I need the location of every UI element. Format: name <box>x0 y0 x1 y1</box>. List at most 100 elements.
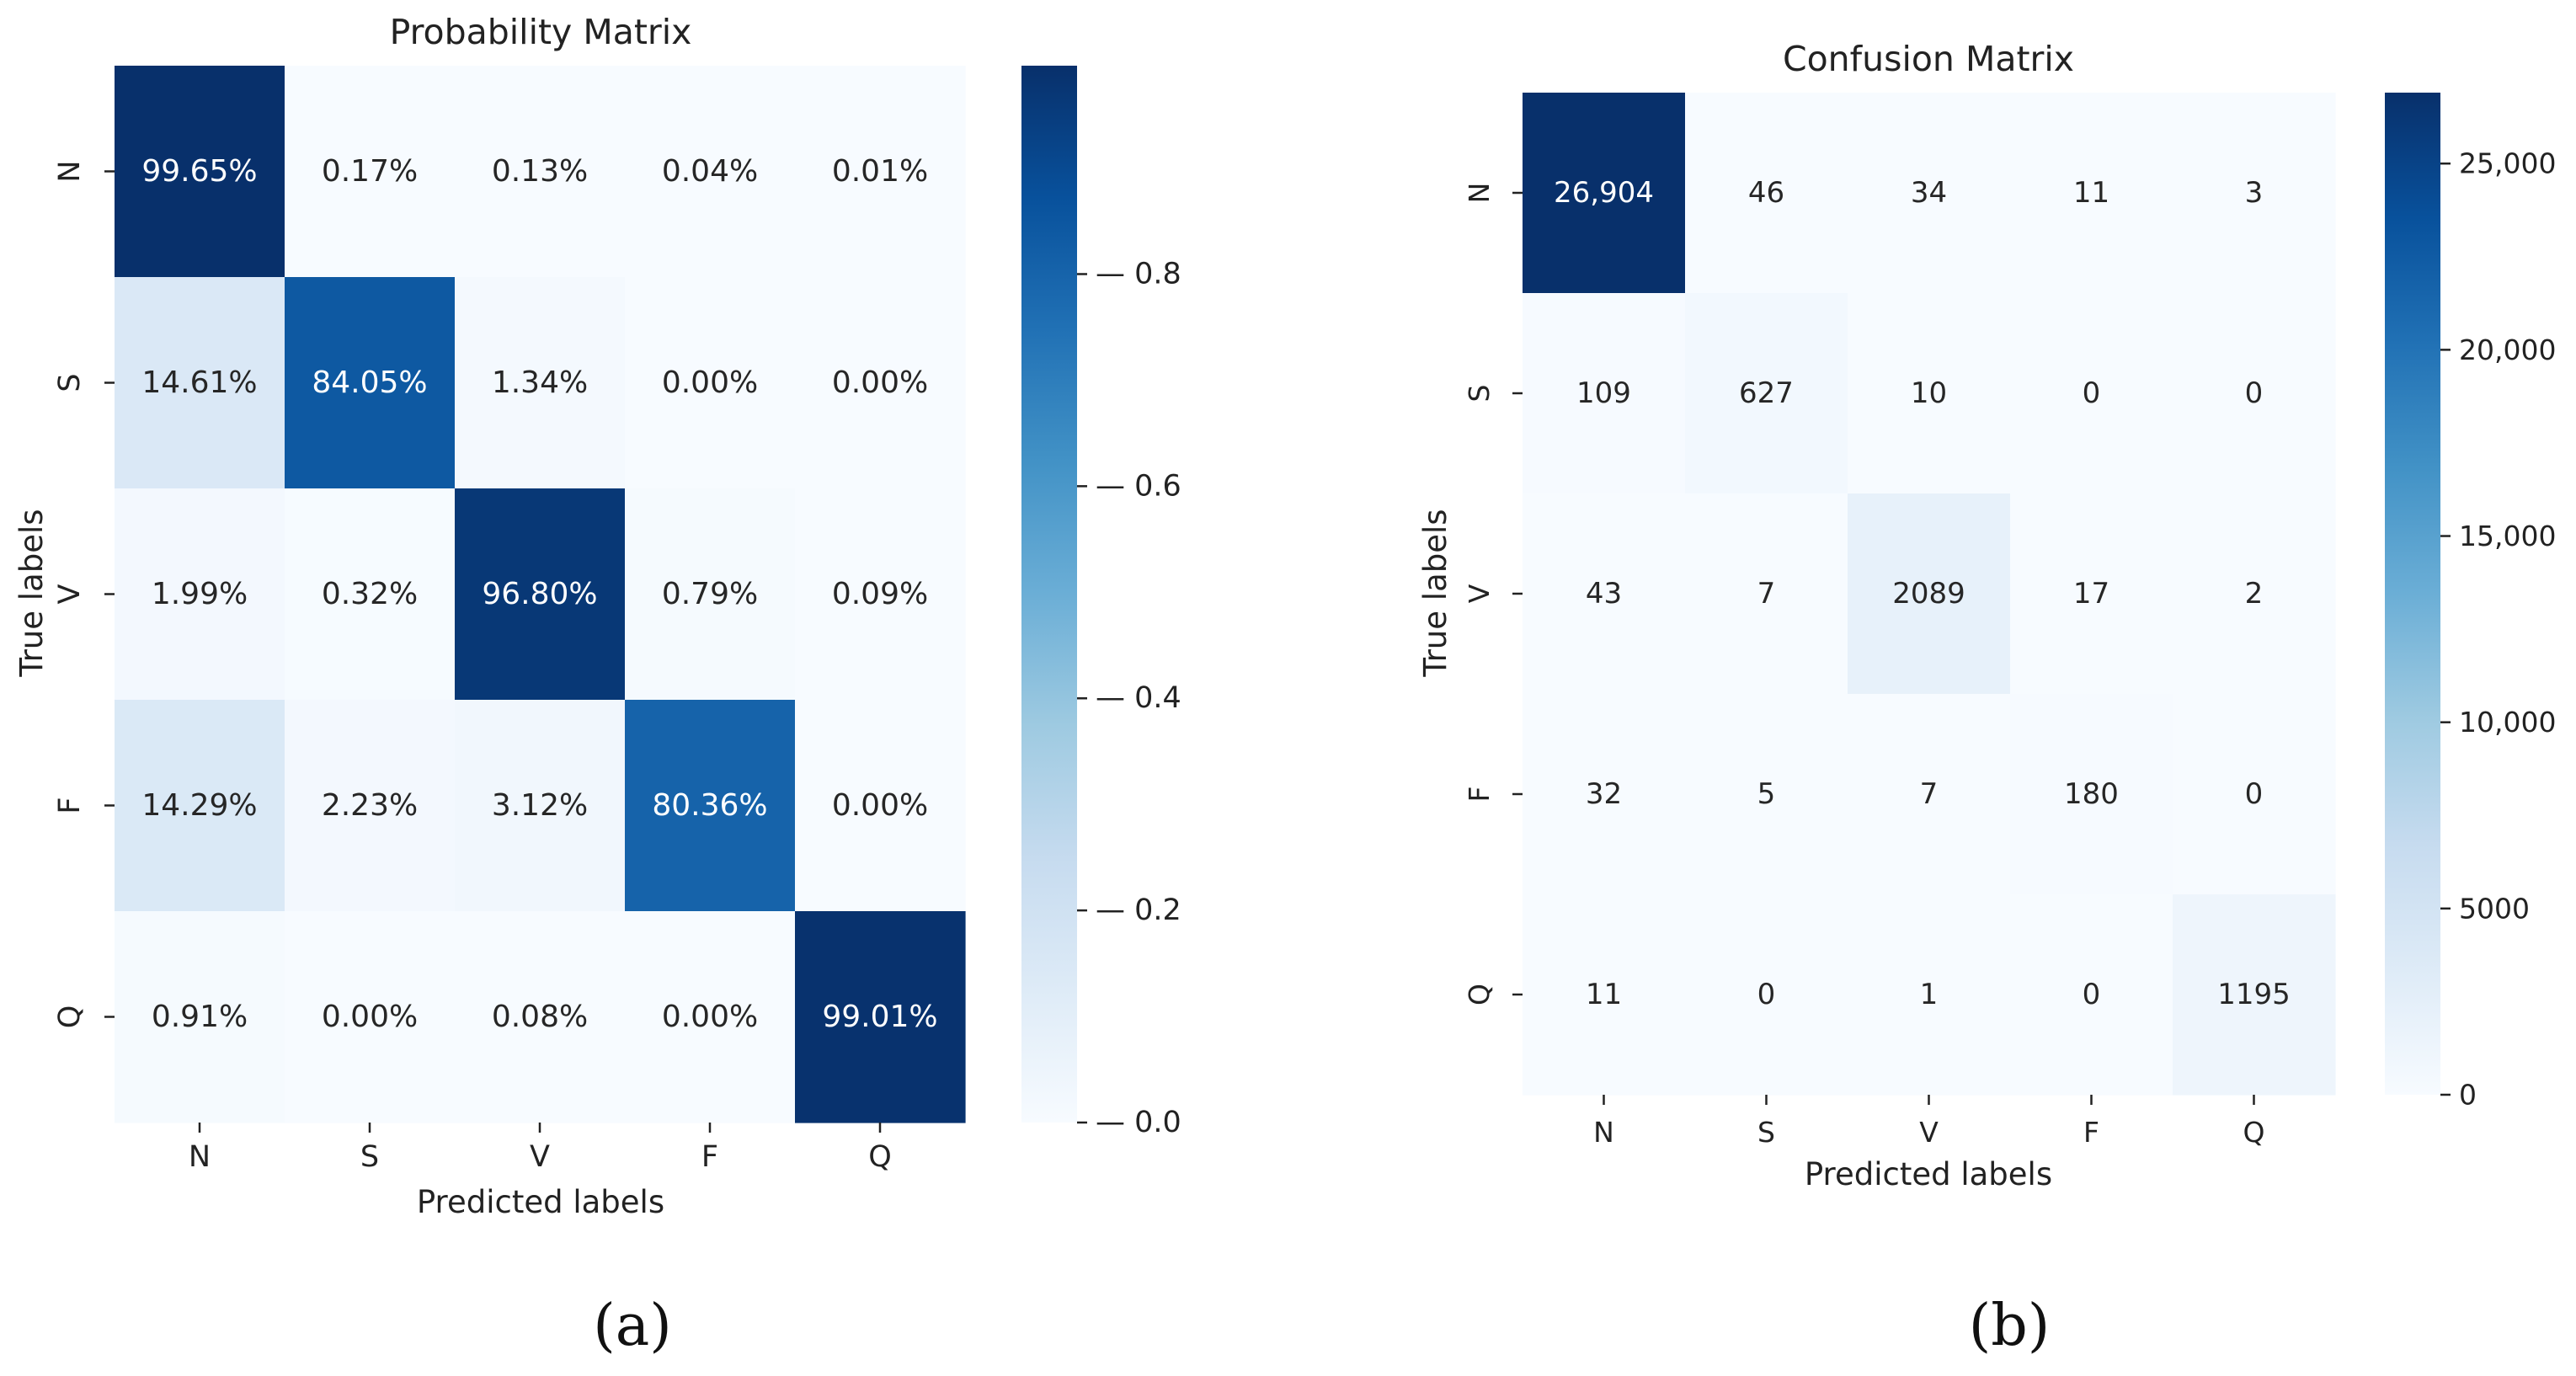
conf-cell-S-Q <box>2173 293 2336 494</box>
probability-matrix-ylabel: True labels <box>13 509 50 677</box>
prob-ytick-label: S <box>53 373 87 392</box>
confusion-matrix-heatmap <box>1523 93 2336 1096</box>
prob-cell-F-S <box>285 700 456 912</box>
prob-cell-S-N <box>115 277 285 489</box>
prob-ytick-label: V <box>53 584 87 604</box>
conf-cell-label: 26,904 <box>1554 176 1654 210</box>
conf-cell-label: 0 <box>2083 978 2101 1011</box>
conf-cell-V-F <box>2010 493 2173 695</box>
prob-cell-Q-V <box>455 911 626 1123</box>
conf-cell-N-F <box>2010 93 2173 294</box>
prob-cell-label: 0.00% <box>832 365 928 400</box>
conf-cell-Q-N <box>1523 894 1686 1096</box>
probability-matrix-xlabel: Predicted labels <box>417 1184 664 1220</box>
conf-cell-N-S <box>1685 93 1848 294</box>
conf-colorbar-tick-label: 25,000 <box>2459 147 2556 180</box>
conf-cell-label: 34 <box>1911 176 1947 210</box>
conf-cell-N-Q <box>2173 93 2336 294</box>
conf-cell-label: 32 <box>1586 777 1622 811</box>
confusion-matrix-colorbar <box>2385 93 2440 1095</box>
conf-cell-label: 17 <box>2073 577 2109 611</box>
prob-xtick-label: F <box>701 1140 718 1174</box>
prob-cell-label: 0.08% <box>492 1000 588 1034</box>
prob-cell-label: 0.32% <box>322 577 418 611</box>
conf-xtick-label: N <box>1593 1116 1614 1149</box>
probability-matrix-colorbar <box>1021 66 1077 1123</box>
prob-ytick-label: N <box>53 160 87 182</box>
prob-xtick-label: N <box>189 1140 211 1174</box>
probability-matrix-tick-labels: N S V F Q N S V F Q <box>53 160 892 1174</box>
prob-cell-N-F <box>625 66 796 278</box>
conf-cell-label: 7 <box>1757 577 1776 611</box>
prob-cell-label: 2.23% <box>322 788 418 823</box>
prob-cell-label: 0.17% <box>322 154 418 189</box>
probability-matrix-panel: 99.65% 0.17% 0.13% 0.04% 0.01% 14.61% 84.05% 1.… <box>13 12 1181 1220</box>
probability-matrix-colorbar-ticks: — 0.0 — 0.2 — 0.4 — 0.6 — 0.8 <box>1077 257 1181 1139</box>
conf-ytick-label: V <box>1463 584 1496 603</box>
conf-cell-V-N <box>1523 493 1686 695</box>
conf-cell-label: 3 <box>2245 176 2264 210</box>
prob-colorbar-tick-label: — 0.2 <box>1096 893 1181 927</box>
conf-xtick-label: F <box>2083 1116 2099 1149</box>
prob-cell-label: 14.61% <box>141 365 257 400</box>
conf-cell-label: 1195 <box>2217 978 2291 1011</box>
probability-matrix-annotations: 99.65% 0.17% 0.13% 0.04% 0.01% 14.61% 84.05% 1.… <box>141 154 937 1034</box>
conf-cell-label: 109 <box>1576 376 1631 410</box>
conf-cell-V-Q <box>2173 493 2336 695</box>
conf-xtick-label: S <box>1757 1116 1775 1149</box>
prob-cell-label: 0.00% <box>662 1000 758 1034</box>
confusion-matrix-xlabel: Predicted labels <box>1805 1156 2052 1192</box>
prob-cell-label: 1.34% <box>492 365 588 400</box>
prob-cell-label: 0.00% <box>662 365 758 400</box>
prob-cell-label: 14.29% <box>141 788 257 823</box>
conf-colorbar-tick-label: 0 <box>2459 1079 2477 1112</box>
prob-cell-label: 80.36% <box>652 788 767 823</box>
conf-cell-label: 10 <box>1911 376 1947 410</box>
conf-cell-label: 0 <box>2245 777 2264 811</box>
conf-ytick-label: Q <box>1463 984 1496 1005</box>
conf-cell-label: 0 <box>2245 376 2264 410</box>
conf-cell-F-Q <box>2173 694 2336 895</box>
prob-cell-Q-Q <box>795 911 966 1123</box>
conf-cell-Q-S <box>1685 894 1848 1096</box>
prob-cell-label: 0.04% <box>662 154 758 189</box>
prob-xtick-label: V <box>530 1140 550 1174</box>
conf-cell-F-S <box>1685 694 1848 895</box>
prob-cell-Q-N <box>115 911 285 1123</box>
conf-cell-S-N <box>1523 293 1686 494</box>
prob-cell-V-Q <box>795 488 966 701</box>
prob-cell-Q-F <box>625 911 796 1123</box>
conf-cell-S-F <box>2010 293 2173 494</box>
conf-ytick-label: S <box>1463 385 1496 403</box>
prob-cell-label: 99.01% <box>822 1000 937 1034</box>
probability-matrix-heatmap <box>115 66 966 1123</box>
prob-cell-label: 0.91% <box>152 1000 248 1034</box>
prob-cell-N-N <box>115 66 285 278</box>
conf-cell-label: 0 <box>1757 978 1776 1011</box>
conf-cell-S-S <box>1685 293 1848 494</box>
conf-cell-label: 627 <box>1739 376 1794 410</box>
conf-cell-S-V <box>1848 293 2011 494</box>
prob-cell-label: 84.05% <box>312 365 427 400</box>
conf-cell-label: 46 <box>1748 176 1784 210</box>
conf-cell-label: 11 <box>1586 978 1622 1011</box>
conf-xtick-label: V <box>1919 1116 1939 1149</box>
prob-cell-label: 0.13% <box>492 154 588 189</box>
conf-cell-label: 2 <box>2245 577 2264 611</box>
conf-cell-Q-V <box>1848 894 2011 1096</box>
prob-cell-F-V <box>455 700 626 912</box>
prob-cell-label: 3.12% <box>492 788 588 823</box>
prob-cell-label: 0.00% <box>322 1000 418 1034</box>
caption-a: (a) <box>593 1293 672 1359</box>
conf-cell-F-N <box>1523 694 1686 895</box>
prob-cell-label: 0.79% <box>662 577 758 611</box>
prob-cell-N-S <box>285 66 456 278</box>
prob-cell-label: 1.99% <box>152 577 248 611</box>
conf-cell-F-V <box>1848 694 2011 895</box>
prob-cell-label: 0.01% <box>832 154 928 189</box>
conf-cell-Q-Q <box>2173 894 2336 1096</box>
conf-xtick-label: Q <box>2243 1116 2265 1149</box>
prob-cell-F-F <box>625 700 796 912</box>
conf-colorbar-tick-label: 20,000 <box>2459 333 2556 366</box>
